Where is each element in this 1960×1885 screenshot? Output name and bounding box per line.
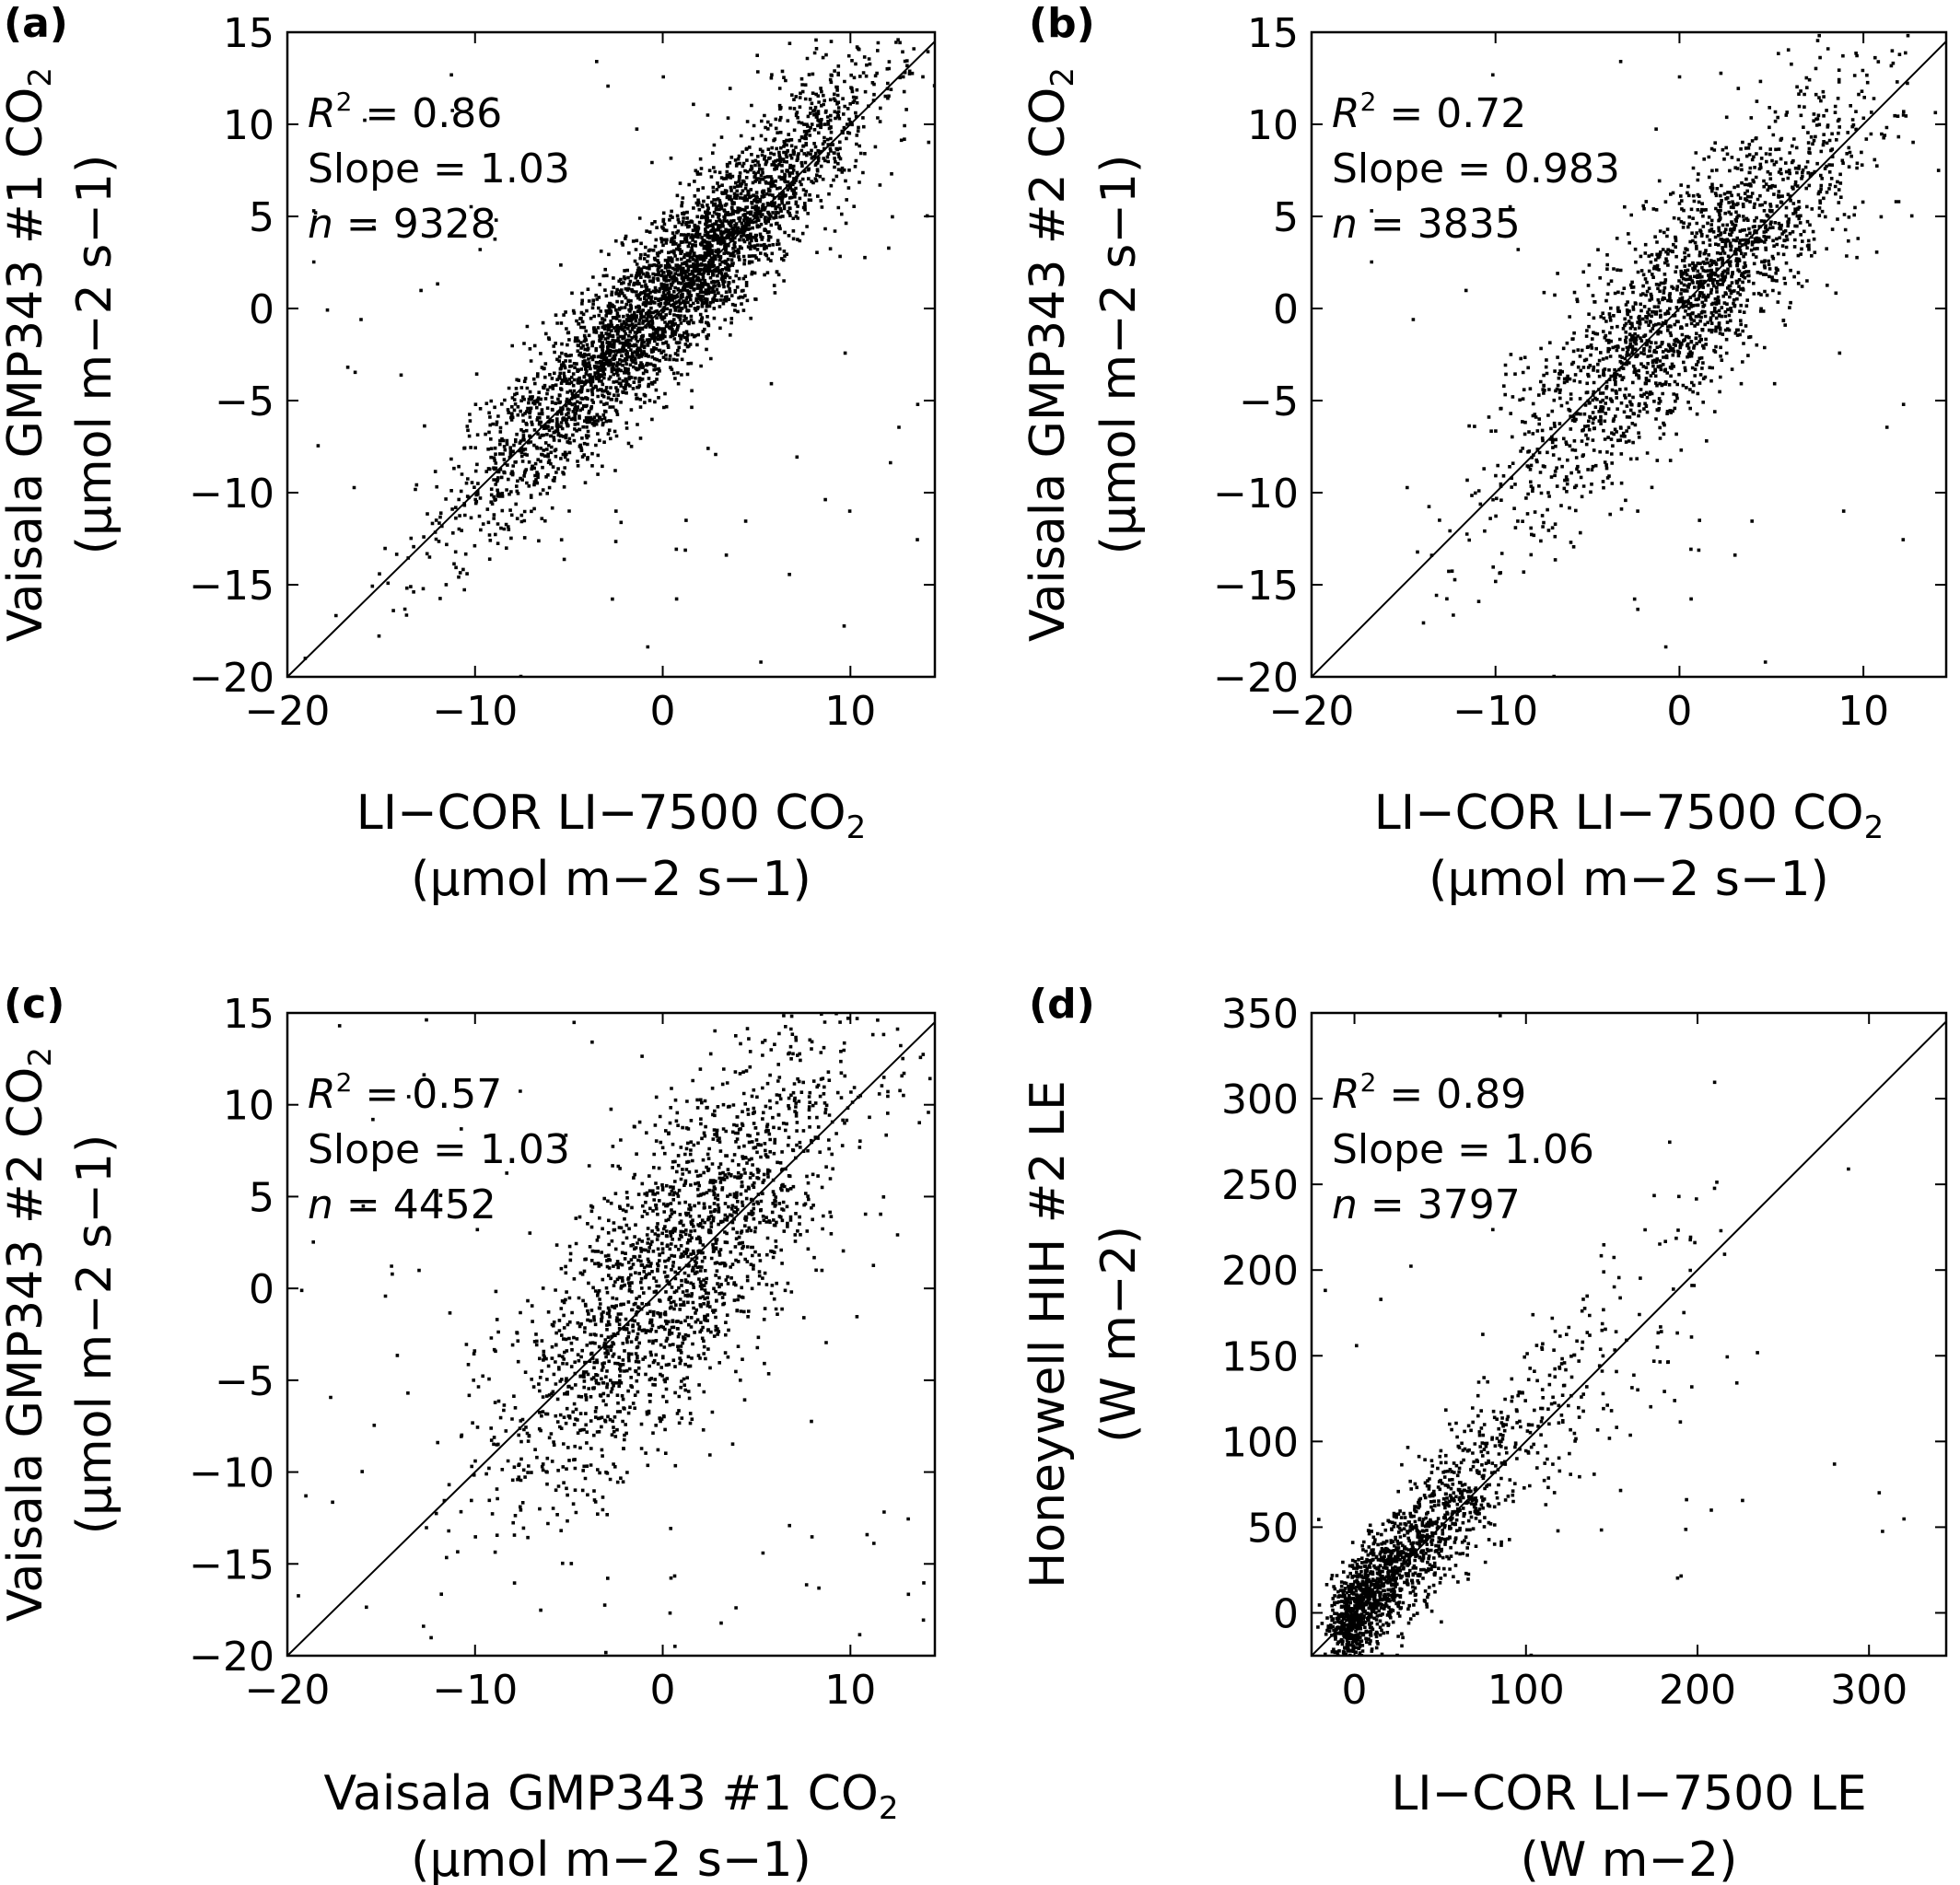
y-tick-label: −20 xyxy=(189,1634,274,1681)
plot-frame xyxy=(1310,1011,1948,1658)
slope-annotation: Slope = 1.06 xyxy=(1332,1126,1594,1173)
x-tick-label: −10 xyxy=(432,688,518,735)
y-tick-label: −15 xyxy=(189,563,274,610)
plot-frame xyxy=(286,30,937,679)
y-axis-unit: (W m−2) xyxy=(1091,1226,1147,1443)
y-tick-label: 0 xyxy=(1273,1590,1299,1637)
x-tick-label: −20 xyxy=(245,1667,331,1714)
n-annotation: n = 4452 xyxy=(308,1181,496,1228)
n-annotation: n = 9328 xyxy=(308,201,496,248)
y-tick-label: 150 xyxy=(1221,1333,1299,1380)
x-tick-label: 200 xyxy=(1659,1667,1736,1714)
x-axis-unit: (µmol m−2 s−1) xyxy=(1429,852,1829,907)
one-to-one-line xyxy=(287,1021,935,1656)
y-tick-label: 250 xyxy=(1221,1162,1299,1209)
x-tick-label: 0 xyxy=(1666,688,1692,735)
panel-c: −20 −10 0 10 −20 −15 −10 −5 0 5 10 15 (c) R2 = 0.57 Sl… xyxy=(0,981,937,1885)
x-tick-label: −20 xyxy=(245,688,331,735)
y-axis-unit: (µmol m−2 s−1) xyxy=(67,155,122,555)
y-tick-label: 10 xyxy=(223,102,274,149)
x-tick-label: −10 xyxy=(432,1667,518,1714)
plot-frame xyxy=(1310,30,1948,679)
y-tick-label: 0 xyxy=(249,1266,274,1313)
y-axis-unit: (µmol m−2 s−1) xyxy=(67,1134,122,1535)
r2-annotation: R2 = 0.86 xyxy=(308,87,502,137)
n-annotation: n = 3835 xyxy=(1332,201,1521,248)
y-tick-label: −10 xyxy=(189,1450,274,1497)
y-tick-label: 350 xyxy=(1221,991,1299,1038)
y-axis-unit: (µmol m−2 s−1) xyxy=(1091,155,1147,555)
x-axis-unit: (µmol m−2 s−1) xyxy=(411,1833,811,1885)
y-tick-label: −15 xyxy=(189,1542,274,1588)
panel-d: 0 100 200 300 0 50 100 150 200 250 300 350 (d) R2 = 0… xyxy=(1021,981,1948,1885)
panel-a: −20 −10 0 10 −20 −15 −10 −5 0 5 10 15 (a) R2 = 0.86 Sl… xyxy=(0,0,937,907)
y-axis-label: Vaisala GMP343 #1 CO2 xyxy=(0,67,59,642)
y-tick-label: 15 xyxy=(223,991,274,1038)
y-tick-label: −5 xyxy=(1239,378,1299,425)
y-tick-label: 300 xyxy=(1221,1076,1299,1123)
panel-label: (d) xyxy=(1029,981,1095,1028)
plot-frame xyxy=(286,1011,937,1658)
one-to-one-line xyxy=(287,41,935,677)
panel-label: (a) xyxy=(4,0,68,47)
y-axis-label: Honeywell HIH #2 LE xyxy=(1021,1080,1076,1588)
y-tick-label: −15 xyxy=(1213,563,1299,610)
x-tick-label: 0 xyxy=(650,1667,676,1714)
x-tick-label: −10 xyxy=(1452,688,1538,735)
x-tick-label: 0 xyxy=(650,688,676,735)
scatter-points xyxy=(297,1013,932,1655)
x-axis-unit: (µmol m−2 s−1) xyxy=(411,852,811,907)
y-axis-label: Vaisala GMP343 #2 CO2 xyxy=(0,1047,59,1622)
x-axis-label: LI−COR LI−7500 CO2 xyxy=(1374,785,1884,846)
r2-annotation: R2 = 0.57 xyxy=(308,1067,502,1118)
slope-annotation: Slope = 0.983 xyxy=(1332,145,1620,192)
x-axis-label: LI−COR LI−7500 CO2 xyxy=(356,785,866,846)
y-tick-label: 0 xyxy=(1273,286,1299,333)
x-axis-unit: (W m−2) xyxy=(1521,1833,1738,1885)
y-tick-label: −20 xyxy=(189,655,274,702)
y-axis-label: Vaisala GMP343 #2 CO2 xyxy=(1021,67,1081,642)
y-tick-label: 50 xyxy=(1247,1505,1299,1552)
x-tick-label: 300 xyxy=(1830,1667,1908,1714)
y-tick-label: 15 xyxy=(1247,10,1299,57)
slope-annotation: Slope = 1.03 xyxy=(308,1126,570,1173)
panel-label: (b) xyxy=(1029,0,1095,47)
one-to-one-line xyxy=(1312,41,1946,677)
y-tick-label: −10 xyxy=(189,471,274,518)
slope-annotation: Slope = 1.03 xyxy=(308,145,570,192)
y-tick-label: 10 xyxy=(1247,102,1299,149)
r2-annotation: R2 = 0.89 xyxy=(1332,1067,1526,1118)
x-tick-label: 0 xyxy=(1342,1667,1368,1714)
y-tick-label: 100 xyxy=(1221,1419,1299,1466)
y-tick-label: 15 xyxy=(223,10,274,57)
y-tick-label: 200 xyxy=(1221,1248,1299,1295)
r2-annotation: R2 = 0.72 xyxy=(1332,87,1526,137)
y-tick-label: 5 xyxy=(1273,194,1299,241)
n-annotation: n = 3797 xyxy=(1332,1181,1521,1228)
panel-label: (c) xyxy=(4,981,64,1028)
y-tick-label: −5 xyxy=(215,378,274,425)
y-tick-label: 5 xyxy=(249,194,274,241)
y-tick-label: −10 xyxy=(1213,471,1299,518)
y-tick-label: −20 xyxy=(1213,655,1299,702)
y-tick-label: 0 xyxy=(249,286,274,333)
panel-b: −20 −10 0 10 −20 −15 −10 −5 0 5 10 15 (b) R2 = 0.72 Sl… xyxy=(1021,0,1948,907)
y-tick-label: −5 xyxy=(215,1358,274,1405)
x-tick-label: −20 xyxy=(1269,688,1355,735)
x-axis-label: LI−COR LI−7500 LE xyxy=(1391,1766,1866,1821)
y-tick-label: 5 xyxy=(249,1174,274,1221)
x-tick-label: 10 xyxy=(824,688,876,735)
x-axis-label: Vaisala GMP343 #1 CO2 xyxy=(323,1766,898,1827)
x-tick-label: 10 xyxy=(824,1667,876,1714)
x-tick-label: 100 xyxy=(1488,1667,1565,1714)
x-tick-label: 10 xyxy=(1838,688,1889,735)
y-tick-label: 10 xyxy=(223,1083,274,1130)
one-to-one-line xyxy=(1312,1020,1946,1656)
scatter-points xyxy=(1316,1014,1906,1656)
